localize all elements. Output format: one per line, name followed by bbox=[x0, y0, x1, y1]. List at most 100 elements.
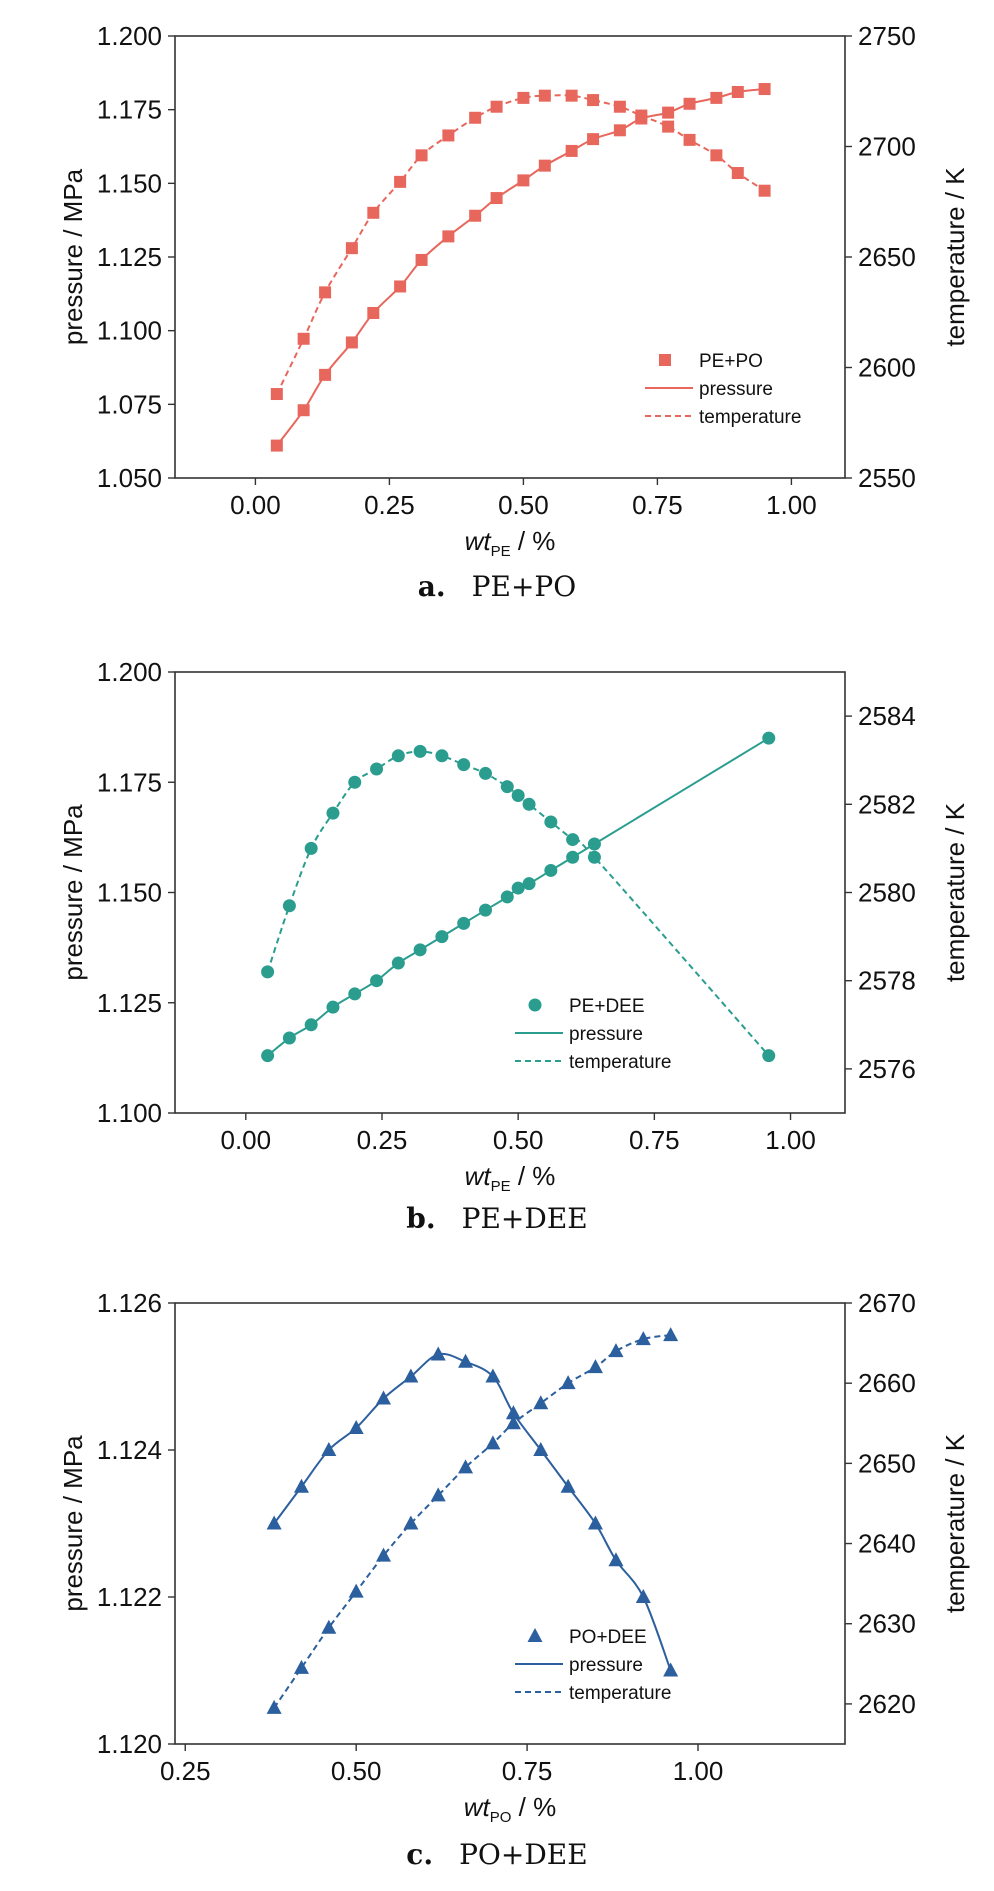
temperature-point bbox=[319, 286, 332, 299]
pressure-point bbox=[613, 124, 626, 137]
pressure-point bbox=[376, 1390, 392, 1405]
pressure-point bbox=[560, 1478, 576, 1493]
y-left-tick-label: 1.175 bbox=[97, 95, 162, 125]
pressure-point bbox=[608, 1552, 624, 1567]
x-tick-label: 0.25 bbox=[357, 1125, 408, 1155]
y-left-tick-label: 1.150 bbox=[97, 168, 162, 198]
pressure-point bbox=[435, 930, 449, 944]
figure-caption: a. PE+PO bbox=[418, 570, 576, 603]
pressure-point bbox=[538, 159, 551, 172]
y-right-axis-label: temperature / K bbox=[940, 167, 970, 347]
temperature-point bbox=[533, 1395, 549, 1410]
y-right-tick-label: 2640 bbox=[858, 1529, 916, 1559]
temperature-point bbox=[758, 184, 771, 197]
y-left-tick-label: 1.100 bbox=[97, 1098, 162, 1128]
temperature-point bbox=[731, 167, 744, 180]
temperature-point bbox=[469, 111, 482, 124]
x-axis-label: wtPO / % bbox=[464, 1792, 556, 1826]
pressure-point bbox=[415, 253, 428, 266]
temperature-point bbox=[544, 815, 558, 829]
figure-caption: b. PE+DEE bbox=[406, 1202, 587, 1235]
temperature-point bbox=[762, 1049, 776, 1063]
x-tick-label: 0.50 bbox=[493, 1125, 544, 1155]
pressure-line bbox=[273, 1352, 672, 1671]
y-right-tick-label: 2620 bbox=[858, 1689, 916, 1719]
x-axis-label-rest: / % bbox=[511, 526, 556, 556]
temperature-point bbox=[662, 120, 675, 133]
pressure-point bbox=[319, 368, 332, 381]
temperature-line bbox=[273, 1334, 671, 1709]
temperature-point bbox=[413, 744, 427, 758]
y-right-tick-label: 2650 bbox=[858, 242, 916, 272]
temperature-point bbox=[635, 1331, 651, 1346]
y-right-tick-label: 2578 bbox=[858, 966, 916, 996]
caption-letter: c. bbox=[406, 1838, 433, 1871]
y-left-tick-label: 1.100 bbox=[97, 316, 162, 346]
pressure-point bbox=[394, 280, 407, 293]
pressure-point bbox=[762, 731, 776, 745]
y-left-tick-label: 1.050 bbox=[97, 463, 162, 493]
x-tick-label: 0.25 bbox=[160, 1756, 211, 1786]
pressure-point bbox=[348, 1419, 364, 1434]
temperature-point bbox=[367, 206, 380, 219]
pressure-point bbox=[710, 91, 723, 104]
temperature-point bbox=[261, 965, 275, 979]
temperature-point bbox=[430, 1487, 446, 1502]
pressure-point bbox=[587, 133, 600, 146]
temperature-point bbox=[376, 1547, 392, 1562]
pressure-point bbox=[367, 306, 380, 319]
temperature-point bbox=[587, 850, 601, 864]
caption-title: PE+DEE bbox=[462, 1202, 588, 1235]
figure-caption: c. PO+DEE bbox=[406, 1838, 587, 1871]
y-left-tick-label: 1.200 bbox=[97, 657, 162, 687]
y-right-axis-label: temperature / K bbox=[940, 1433, 970, 1613]
y-left-tick-label: 1.126 bbox=[97, 1288, 162, 1318]
pressure-point bbox=[370, 974, 384, 988]
pressure-point bbox=[458, 1353, 474, 1368]
pressure-point bbox=[663, 1662, 679, 1677]
temperature-point bbox=[348, 775, 362, 789]
temperature-point bbox=[297, 332, 310, 345]
y-right-tick-label: 2584 bbox=[858, 701, 916, 731]
x-axis-label-main: wt bbox=[464, 1792, 492, 1822]
temperature-point bbox=[522, 797, 536, 811]
temperature-point bbox=[394, 175, 407, 188]
pressure-point bbox=[587, 1515, 603, 1530]
x-axis-label-rest: / % bbox=[511, 1161, 556, 1191]
temperature-point bbox=[683, 133, 696, 146]
pressure-point bbox=[533, 1442, 549, 1456]
pressure-point bbox=[413, 943, 427, 957]
temperature-point bbox=[635, 109, 648, 122]
y-left-tick-label: 1.125 bbox=[97, 242, 162, 272]
temperature-point bbox=[293, 1659, 309, 1674]
y-left-tick-label: 1.200 bbox=[97, 21, 162, 51]
pressure-point bbox=[293, 1478, 309, 1493]
x-axis-label: wtPE / % bbox=[465, 1161, 556, 1195]
chart-panel-3: 0.25 0.50 0.75 1.00 1.120 1.122 1.124 1.126 2620… bbox=[58, 1288, 970, 1871]
y-left-tick-label: 1.125 bbox=[97, 988, 162, 1018]
temperature-point bbox=[663, 1327, 679, 1342]
temperature-point bbox=[370, 762, 384, 776]
legend-dashed-label: temperature bbox=[699, 407, 801, 428]
y-right-tick-label: 2582 bbox=[858, 789, 916, 819]
caption-title: PE+PO bbox=[472, 570, 577, 603]
chart-panel-1: 0.00 0.25 0.50 0.75 1.00 1.050 1.075 1.100 1.125… bbox=[58, 21, 970, 603]
pressure-point bbox=[485, 1368, 501, 1383]
x-tick-label: 0.25 bbox=[364, 490, 415, 520]
y-right-tick-label: 2750 bbox=[858, 21, 916, 51]
legend-marker bbox=[528, 998, 542, 1012]
temperature-point bbox=[565, 89, 578, 102]
x-axis-label-main: wt bbox=[465, 1161, 493, 1191]
y-left-tick-label: 1.075 bbox=[97, 389, 162, 419]
legend-solid-label: pressure bbox=[699, 379, 773, 400]
temperature-point bbox=[500, 780, 514, 794]
x-tick-label: 1.00 bbox=[765, 1125, 816, 1155]
temperature-point bbox=[505, 1415, 521, 1430]
pressure-point bbox=[345, 336, 358, 349]
temperature-point bbox=[326, 806, 340, 820]
x-axis-label-sub: PE bbox=[491, 1178, 511, 1195]
temperature-point bbox=[458, 1459, 474, 1474]
temperature-point bbox=[587, 94, 600, 107]
temperature-point bbox=[485, 1435, 501, 1450]
